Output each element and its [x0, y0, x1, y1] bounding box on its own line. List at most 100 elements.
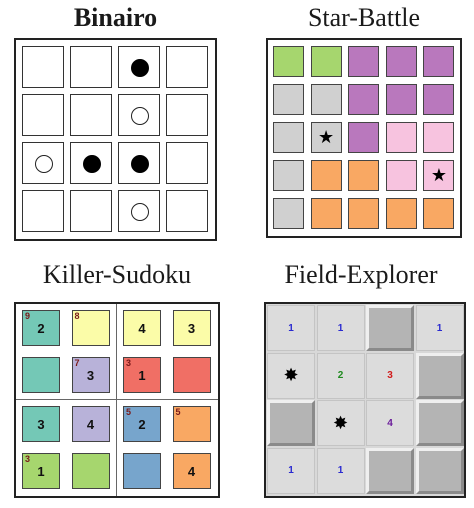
cell-value: 3 — [187, 320, 196, 336]
binairo-cell[interactable] — [70, 46, 112, 88]
unopened-cell[interactable] — [415, 400, 464, 446]
binairo-cell[interactable] — [118, 94, 160, 136]
field-explorer-title: Field-Explorer — [284, 260, 438, 289]
star-battle-cell[interactable] — [348, 84, 380, 115]
star-battle-cell[interactable] — [423, 122, 455, 153]
cell-value: 3 — [37, 416, 45, 432]
cage-sum: 3 — [126, 358, 132, 368]
star-battle-cell[interactable] — [385, 160, 417, 191]
cage-sum: 3 — [25, 454, 31, 464]
star-battle-cell[interactable] — [423, 46, 455, 77]
binairo-title: Binairo — [73, 3, 158, 32]
black-disc-icon — [131, 59, 149, 77]
star-battle-cell[interactable] — [310, 160, 342, 191]
star-battle-cell[interactable] — [348, 46, 380, 77]
star-battle-cell[interactable] — [385, 46, 417, 77]
star-battle-cell[interactable] — [310, 84, 342, 115]
star-battle-cell[interactable] — [273, 160, 304, 191]
mine-count: 4 — [387, 417, 393, 429]
opened-cell[interactable]: ✸ — [316, 400, 365, 446]
killer-sudoku-cell[interactable]: 8 — [71, 310, 110, 346]
binairo-cell[interactable] — [22, 142, 64, 184]
binairo-cell[interactable] — [22, 46, 64, 88]
opened-cell[interactable]: 1 — [267, 447, 315, 494]
killer-sudoku-cell[interactable]: 5 — [172, 406, 211, 442]
killer-sudoku-cell[interactable] — [172, 357, 211, 393]
mine-count: 1 — [436, 322, 443, 334]
killer-sudoku-cell[interactable]: 3 — [172, 310, 211, 346]
mine-count: 1 — [288, 465, 294, 476]
star-battle-cell[interactable] — [423, 84, 455, 115]
opened-cell[interactable]: 3 — [366, 352, 414, 399]
white-disc-icon — [131, 203, 149, 221]
binairo-cell[interactable] — [118, 190, 160, 232]
killer-sudoku-cell[interactable]: 4 — [123, 310, 161, 346]
white-disc-icon — [131, 107, 149, 125]
killer-sudoku-title: Killer-Sudoku — [42, 260, 192, 289]
killer-sudoku-cell[interactable] — [71, 453, 110, 489]
cage-sum: 5 — [175, 407, 181, 417]
unopened-cell[interactable] — [415, 352, 464, 399]
binairo-cell[interactable] — [22, 94, 64, 136]
star-battle-cell[interactable] — [385, 84, 417, 115]
mine-icon: ✸ — [332, 412, 349, 434]
star-battle-cell[interactable] — [348, 160, 380, 191]
unopened-cell[interactable] — [415, 447, 464, 494]
star-battle-cell[interactable] — [273, 46, 304, 77]
binairo-cell[interactable] — [166, 142, 208, 184]
cell-value: 3 — [86, 367, 95, 383]
mine-count: 3 — [387, 370, 393, 381]
star-battle-cell[interactable] — [273, 122, 304, 153]
killer-sudoku-cell[interactable] — [123, 453, 161, 489]
star-battle-cell[interactable]: ★ — [310, 122, 342, 153]
field-explorer-board: 1 1 1 ✸ 2 3 ✸ 4 1 1 — [264, 302, 466, 498]
star-battle-cell[interactable] — [348, 122, 380, 153]
binairo-cell[interactable] — [118, 142, 160, 184]
killer-sudoku-cell[interactable]: 4 — [172, 453, 211, 489]
cell-value: 2 — [138, 416, 146, 432]
opened-cell[interactable]: 1 — [316, 447, 365, 494]
unopened-cell[interactable] — [267, 400, 315, 446]
star-battle-cell[interactable] — [423, 198, 455, 229]
star-battle-cell[interactable] — [385, 198, 417, 229]
opened-cell[interactable]: 1 — [415, 305, 464, 351]
opened-cell[interactable]: 4 — [366, 400, 414, 446]
binairo-cell[interactable] — [166, 46, 208, 88]
binairo-cell[interactable] — [22, 190, 64, 232]
opened-cell[interactable]: 1 — [316, 305, 365, 351]
killer-sudoku-cell[interactable]: 3 — [22, 406, 60, 442]
opened-cell[interactable]: 2 — [316, 352, 365, 399]
binairo-cell[interactable] — [70, 94, 112, 136]
star-battle-cell[interactable] — [310, 46, 342, 77]
star-battle-cell[interactable] — [273, 198, 304, 229]
unopened-cell[interactable] — [366, 447, 414, 494]
opened-cell[interactable]: 1 — [267, 305, 315, 351]
white-disc-icon — [35, 155, 53, 173]
mine-count: 1 — [337, 465, 344, 476]
star-battle-cell[interactable] — [310, 198, 342, 229]
binairo-board — [14, 38, 217, 241]
cage-sum: 8 — [74, 311, 80, 321]
cell-value: 4 — [86, 416, 95, 432]
killer-sudoku-cell[interactable]: 4 — [71, 406, 110, 442]
star-battle-cell[interactable]: ★ — [423, 160, 455, 191]
binairo-cell[interactable] — [70, 142, 112, 184]
binairo-cell[interactable] — [166, 190, 208, 232]
opened-cell[interactable]: ✸ — [267, 352, 315, 399]
unopened-cell[interactable] — [366, 305, 414, 351]
star-battle-cell[interactable] — [385, 122, 417, 153]
cage-sum: 7 — [74, 358, 80, 368]
star-battle-cell[interactable] — [348, 198, 380, 229]
killer-sudoku-cell[interactable] — [22, 357, 60, 393]
binairo-cell[interactable] — [70, 190, 112, 232]
binairo-cell[interactable] — [166, 94, 208, 136]
binairo-cell[interactable] — [118, 46, 160, 88]
star-battle-cell[interactable] — [273, 84, 304, 115]
mine-count: 1 — [337, 322, 344, 334]
